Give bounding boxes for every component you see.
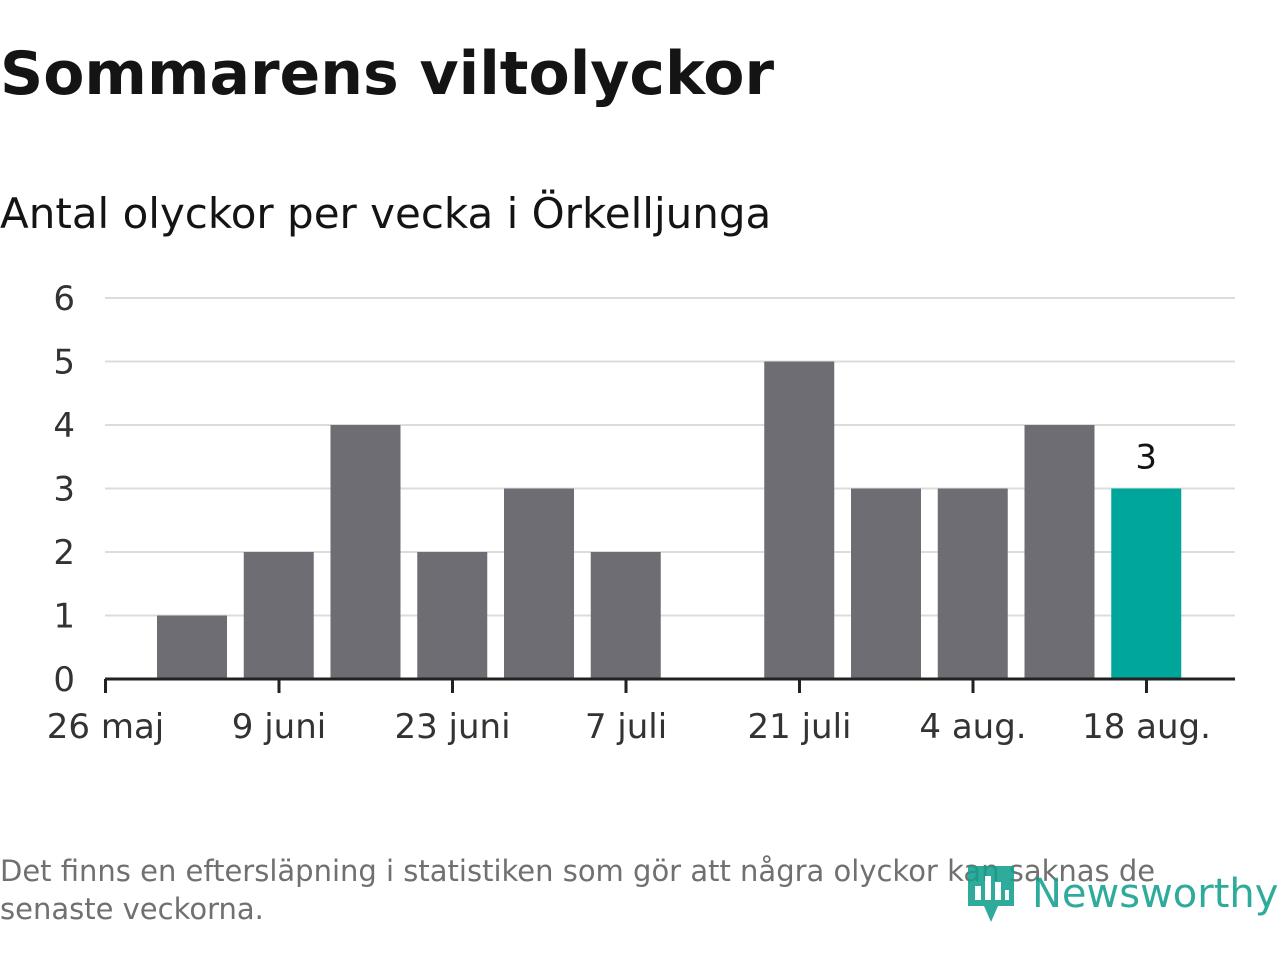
bar-highlight	[1111, 488, 1182, 679]
y-tick-label: 0	[53, 660, 75, 700]
bars	[157, 361, 1182, 679]
bar	[504, 488, 574, 679]
chart-title: Sommarens viltolyckor	[0, 39, 775, 109]
data-label: 3	[1135, 438, 1157, 478]
bar	[764, 361, 835, 679]
newsworthy-logo-icon	[968, 866, 1014, 922]
bar	[157, 615, 227, 679]
y-axis-labels: 0 1 2 3 4 5 6	[53, 279, 75, 700]
footnote: Det finns en eftersläpning i statistiken…	[0, 854, 1156, 926]
y-tick-label: 1	[53, 597, 75, 637]
x-tick-label: 21 juli	[748, 707, 852, 747]
y-tick-label: 3	[53, 470, 75, 510]
newsworthy-logo: Newsworthy	[964, 862, 1278, 926]
y-tick-label: 2	[53, 533, 75, 573]
logo-text: Newsworthy	[1032, 871, 1279, 917]
x-tick-label: 4 aug.	[919, 707, 1026, 747]
bar	[937, 488, 1008, 679]
x-tick-label: 7 juli	[585, 707, 667, 747]
y-tick-label: 5	[53, 343, 75, 383]
x-axis	[104, 677, 1235, 693]
bar	[851, 488, 921, 679]
bar	[417, 552, 488, 679]
x-tick-label: 18 aug.	[1082, 707, 1211, 747]
x-axis-labels: 26 maj 9 juni 23 juni 7 juli 21 juli 4 aug. 18…	[47, 707, 1211, 747]
y-tick-label: 4	[53, 406, 75, 446]
chart-subtitle: Antal olyckor per vecka i Örkelljunga	[0, 189, 772, 238]
bar	[243, 552, 314, 679]
bar	[1024, 425, 1095, 679]
x-tick-label: 9 juni	[232, 707, 326, 747]
x-tick-label: 23 juni	[394, 707, 510, 747]
bar	[590, 552, 661, 679]
x-tick-label: 26 maj	[47, 707, 164, 747]
bar	[330, 425, 401, 679]
y-tick-label: 6	[53, 279, 75, 319]
data-labels: 3	[1135, 438, 1157, 478]
